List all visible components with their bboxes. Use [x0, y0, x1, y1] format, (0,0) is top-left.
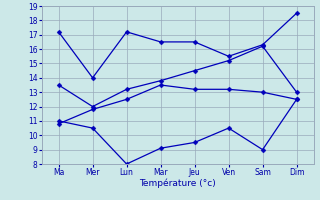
X-axis label: Température (°c): Température (°c): [139, 179, 216, 188]
